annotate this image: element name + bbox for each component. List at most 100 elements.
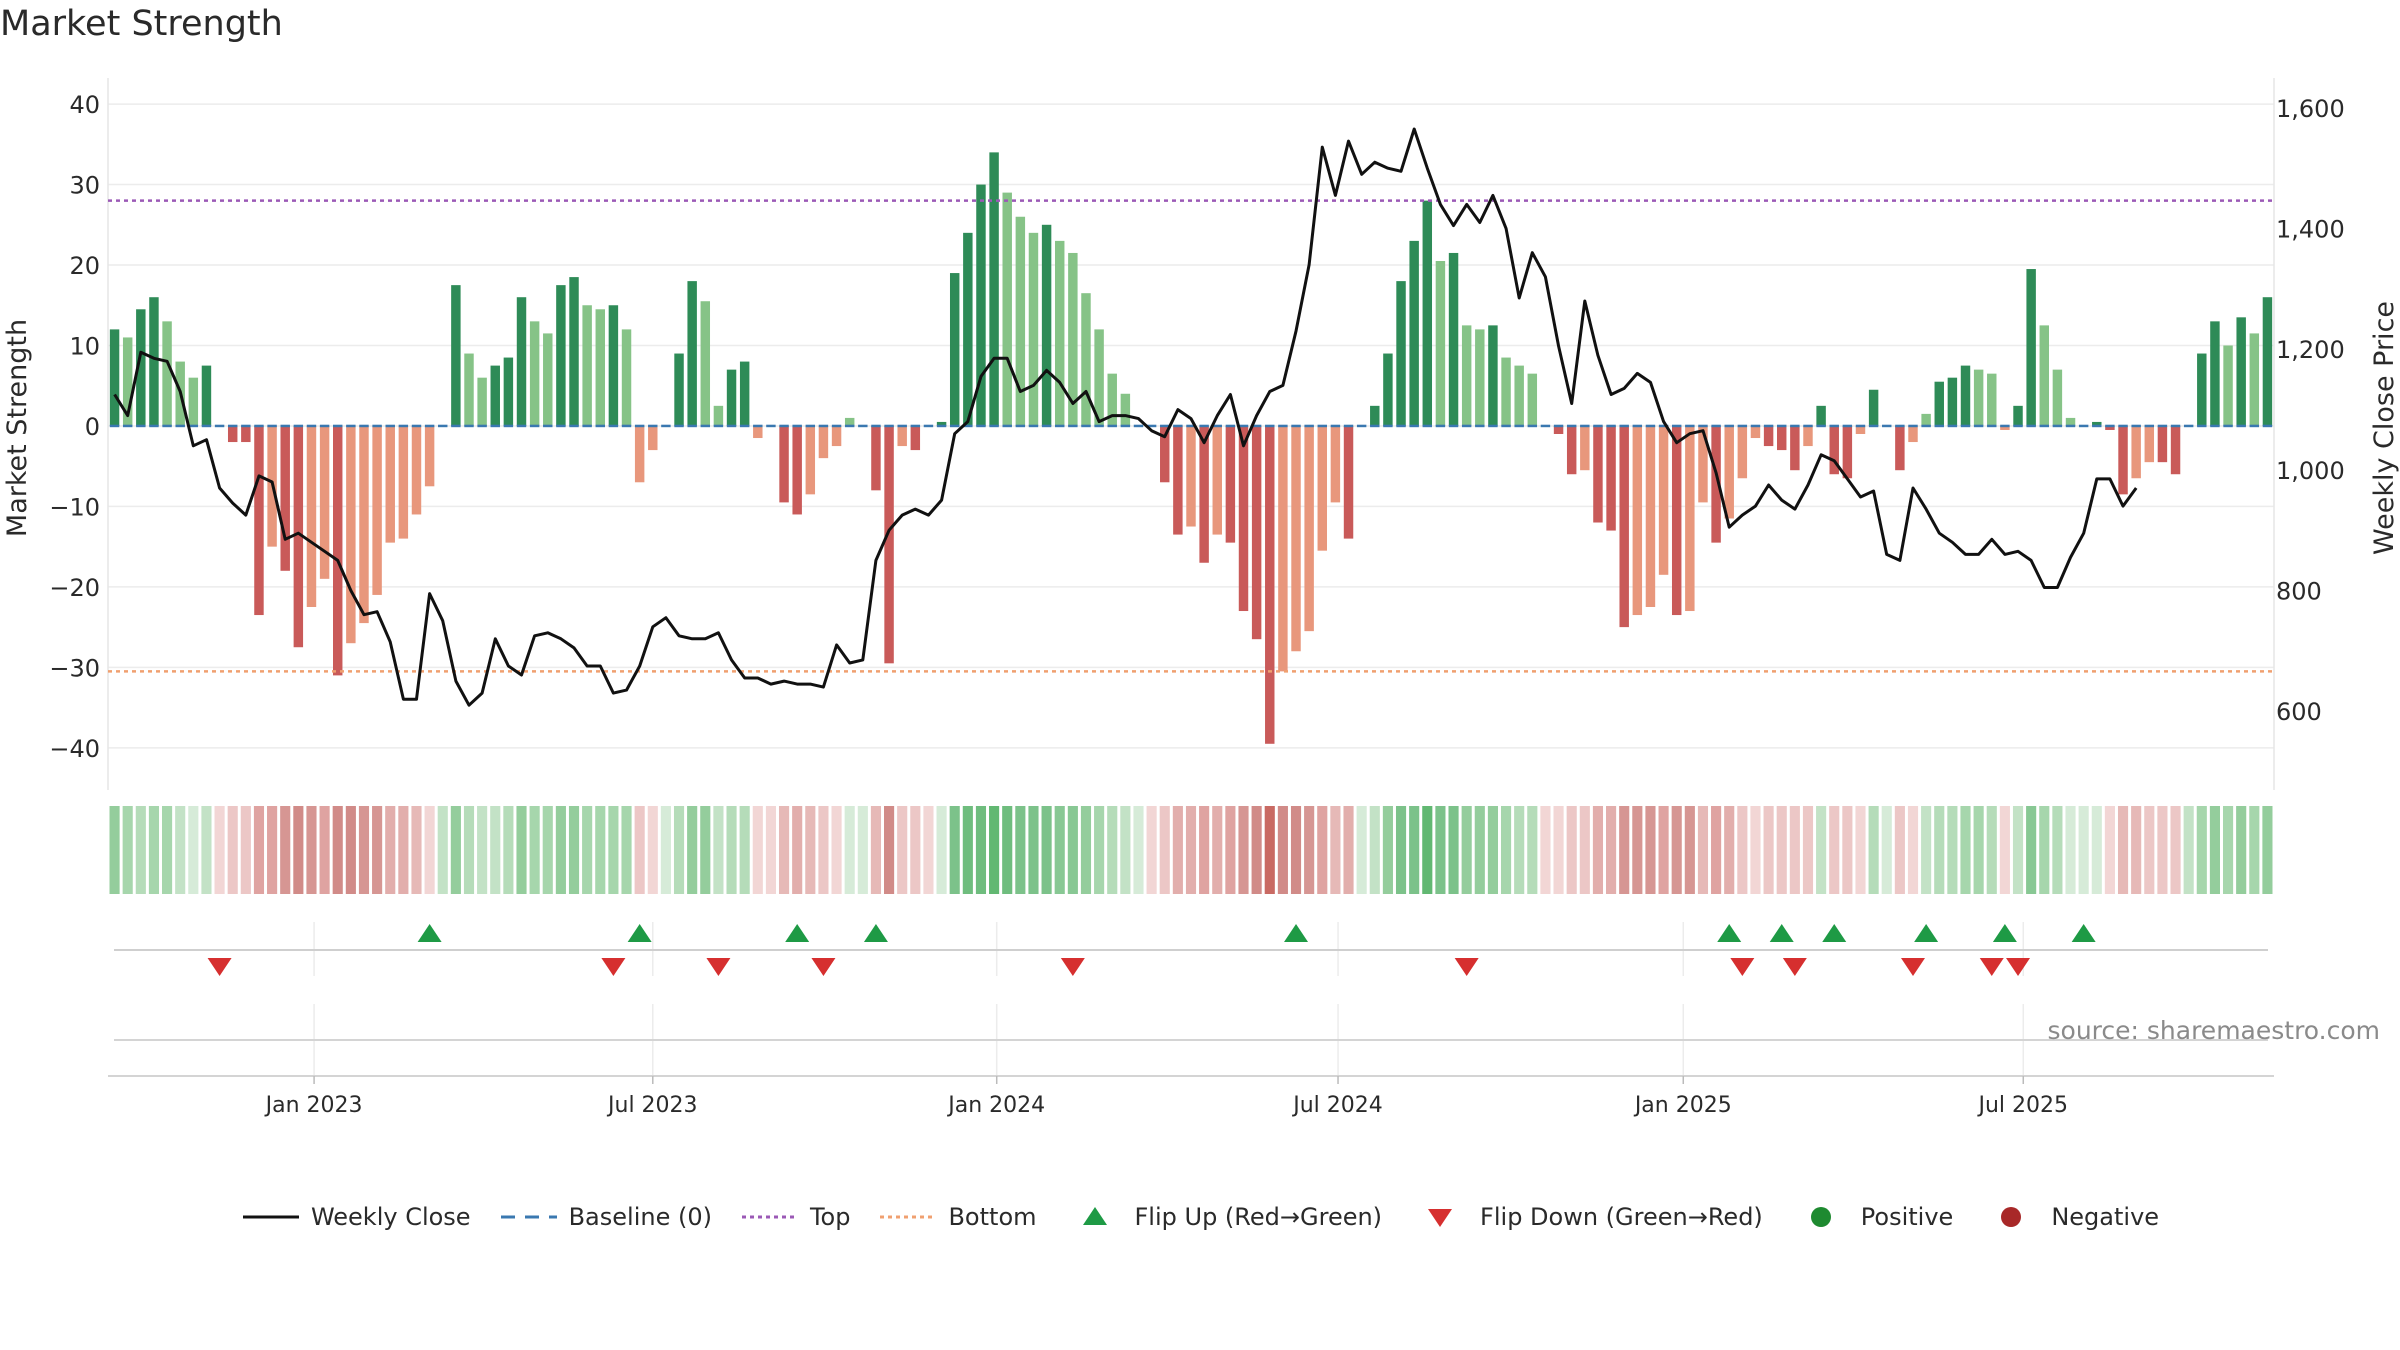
heat-cell: [1947, 806, 1958, 894]
strength-bar: [2039, 325, 2049, 426]
heat-cell: [2183, 806, 2194, 894]
strength-bar: [1816, 405, 1826, 426]
flip-down-marker: [207, 958, 232, 976]
heat-cell: [844, 806, 855, 894]
heat-cell: [490, 806, 501, 894]
heat-cell: [398, 806, 409, 894]
strength-bar: [1606, 425, 1616, 531]
legend-item-top: Top: [740, 1203, 850, 1231]
strength-bar: [1068, 252, 1078, 426]
legend-label: Baseline (0): [568, 1203, 712, 1231]
strength-bar: [385, 425, 395, 543]
heat-cell: [1619, 806, 1630, 894]
strength-bar: [1724, 425, 1734, 519]
strength-bar: [1750, 425, 1761, 439]
strength-bar: [687, 281, 697, 426]
strength-bar: [1658, 425, 1669, 575]
heat-cell: [2144, 806, 2155, 894]
strength-bar: [319, 425, 330, 579]
heat-cell: [1054, 806, 1065, 894]
heat-cell: [1645, 806, 1656, 894]
y-tick-label: 30: [69, 172, 100, 200]
heat-cell: [1579, 806, 1590, 894]
strength-bar: [346, 425, 356, 644]
strength-bar: [411, 425, 422, 515]
strength-bar: [280, 425, 290, 571]
strength-bar: [477, 377, 487, 426]
strength-bar: [1015, 216, 1026, 426]
strength-bar: [1120, 393, 1131, 426]
strength-bar: [2157, 425, 2168, 463]
heat-cell: [989, 806, 1000, 894]
strength-bar: [2052, 369, 2063, 426]
strength-bar: [595, 309, 605, 426]
heat-cell: [1907, 806, 1919, 894]
strength-bar: [1934, 381, 1944, 426]
legend-label: Bottom: [948, 1203, 1037, 1231]
flip-down-marker: [706, 958, 731, 976]
heat-cell: [1382, 806, 1393, 894]
strength-bar: [1002, 192, 1012, 426]
heat-cell: [1369, 806, 1380, 894]
strength-bar: [1790, 425, 1800, 471]
heat-cell: [1461, 806, 1472, 894]
heat-cell: [621, 806, 632, 894]
strength-bar: [2249, 333, 2260, 426]
heat-cell: [2012, 806, 2024, 894]
strength-bar: [162, 321, 172, 426]
y-tick-label: 0: [85, 413, 100, 441]
heat-cell: [831, 806, 842, 894]
heat-cell: [1934, 806, 1945, 894]
flip-down-marker: [811, 958, 836, 976]
y2-axis-title: Weekly Close Price: [2369, 301, 2400, 555]
strength-bar: [490, 365, 500, 426]
heat-cell: [1763, 806, 1774, 894]
strength-bar: [884, 425, 894, 664]
flip-down-marker: [1979, 958, 2004, 976]
heat-cell: [582, 806, 593, 894]
strength-bar: [227, 425, 238, 443]
strength-bar: [621, 329, 632, 426]
heat-cell: [240, 806, 251, 894]
heat-cell: [700, 806, 711, 894]
flip-up-marker: [1822, 924, 1847, 942]
strength-bar: [963, 232, 973, 426]
heat-cell: [752, 806, 763, 894]
heat-cell: [870, 806, 882, 894]
strength-bar: [503, 357, 514, 426]
strength-bar: [1435, 261, 1446, 426]
strength-bar: [1317, 425, 1327, 551]
legend-item-negative: Negative: [1981, 1203, 2159, 1231]
strength-bar: [188, 377, 199, 426]
strength-bar: [1763, 425, 1774, 447]
strength-bar: [1107, 373, 1117, 426]
heat-cell: [1146, 806, 1157, 894]
flip-up-marker: [1992, 924, 2017, 942]
legend-item-flip-up: Flip Up (Red→Green): [1065, 1203, 1382, 1231]
heat-cell: [1356, 806, 1367, 894]
strength-bar: [1291, 425, 1301, 652]
strength-bar: [556, 285, 566, 426]
heat-cell: [897, 806, 908, 894]
heat-cell: [516, 806, 527, 894]
heat-cell: [1514, 806, 1525, 894]
heat-cell: [1474, 806, 1485, 894]
heat-cell: [1894, 806, 1905, 894]
strength-bar: [2131, 425, 2141, 479]
flip-up-marker: [1914, 924, 1939, 942]
strength-bar: [726, 369, 737, 426]
strength-bar: [2170, 425, 2181, 475]
legend-swatch-bottom: [880, 1215, 937, 1219]
flip-down-marker: [1454, 958, 1479, 976]
y-tick-label: −20: [49, 574, 100, 602]
legend-swatch-close: [242, 1215, 299, 1219]
strength-bar: [1645, 425, 1656, 607]
heat-cell: [778, 806, 790, 894]
legend-swatch-flip-up: [1082, 1207, 1107, 1225]
heat-cell: [1185, 806, 1197, 894]
strength-bar: [1251, 425, 1262, 640]
heat-cell: [949, 806, 960, 894]
strength-bar: [648, 425, 658, 451]
heat-cell: [2104, 806, 2115, 894]
